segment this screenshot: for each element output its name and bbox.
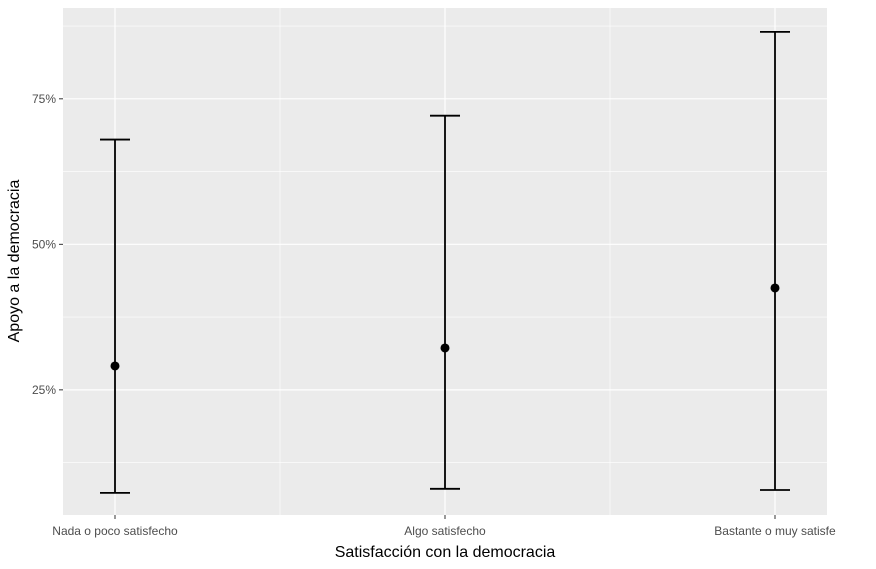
x-tick-label: Bastante o muy satisfe (714, 524, 836, 538)
x-tick-label: Nada o poco satisfecho (52, 524, 178, 538)
y-tick-label: 25% (32, 383, 56, 397)
x-tick-label: Algo satisfecho (404, 524, 486, 538)
y-tick-label: 75% (32, 92, 56, 106)
x-axis-title: Satisfacción con la democracia (335, 544, 556, 561)
point (440, 343, 450, 353)
point (110, 361, 120, 371)
y-tick-label: 50% (32, 237, 56, 251)
y-axis-title: Apoyo a la democracia (6, 180, 23, 343)
point (770, 283, 780, 293)
